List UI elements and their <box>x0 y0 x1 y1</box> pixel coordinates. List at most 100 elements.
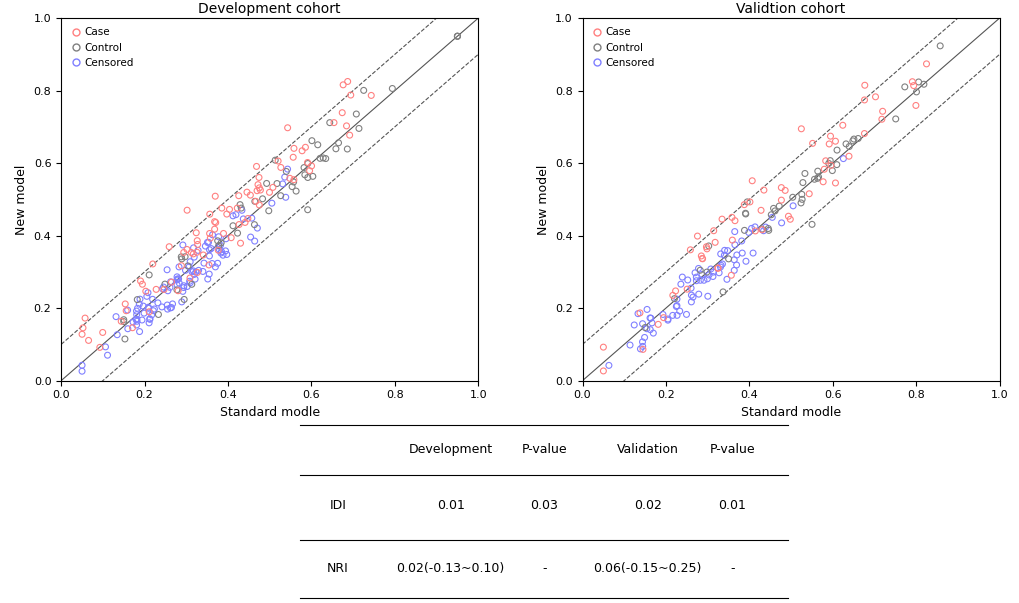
Control <box>849 134 865 144</box>
Censored <box>133 315 150 325</box>
Case <box>723 212 740 222</box>
Case <box>81 336 97 346</box>
Case <box>252 185 268 195</box>
Censored <box>704 267 720 277</box>
Censored <box>634 319 650 329</box>
Control <box>224 221 240 230</box>
Control <box>116 334 132 344</box>
Control <box>845 134 861 144</box>
Control <box>254 194 270 204</box>
Control <box>247 197 263 206</box>
Censored <box>726 265 742 275</box>
Censored <box>659 315 676 325</box>
Censored <box>683 290 699 300</box>
Control <box>176 295 193 305</box>
Censored <box>182 278 199 288</box>
Case <box>776 186 793 195</box>
Case <box>856 80 872 90</box>
Control <box>698 267 714 277</box>
Censored <box>181 276 198 286</box>
Case <box>747 226 763 236</box>
Censored <box>169 274 185 284</box>
Case <box>800 189 816 198</box>
Censored <box>162 277 178 286</box>
Censored <box>277 192 293 202</box>
Censored <box>204 230 220 239</box>
Control <box>794 178 810 188</box>
Case <box>135 279 151 289</box>
Control <box>809 166 825 176</box>
Case <box>303 161 319 171</box>
Censored <box>163 303 179 312</box>
Case <box>232 238 249 248</box>
Case <box>229 203 246 213</box>
Case <box>631 308 647 318</box>
Case <box>181 273 198 283</box>
Censored <box>201 270 217 279</box>
Case <box>132 276 149 286</box>
Censored <box>699 291 715 301</box>
Case <box>706 238 722 247</box>
Case <box>170 286 186 295</box>
Control <box>448 31 465 41</box>
Control <box>448 31 465 41</box>
Control <box>176 252 193 262</box>
Case <box>236 218 253 227</box>
Case <box>190 268 206 277</box>
Censored <box>136 308 152 318</box>
Case <box>145 259 161 269</box>
Control <box>809 174 825 183</box>
Censored <box>146 304 162 314</box>
Case <box>189 236 205 245</box>
Case <box>820 139 837 149</box>
Censored <box>688 276 704 286</box>
Case <box>221 204 237 214</box>
Censored <box>201 251 217 261</box>
Censored <box>140 302 156 312</box>
Censored <box>171 278 187 288</box>
Censored <box>654 309 671 319</box>
Censored <box>710 268 727 277</box>
Censored <box>199 238 215 247</box>
Control <box>115 317 131 326</box>
Text: 0.01: 0.01 <box>717 499 745 513</box>
Text: Development: Development <box>409 443 492 456</box>
Censored <box>684 292 700 302</box>
Control <box>887 114 903 124</box>
Censored <box>690 264 706 273</box>
Censored <box>186 274 203 284</box>
Censored <box>785 201 801 210</box>
Censored <box>700 270 716 280</box>
Case <box>694 254 710 264</box>
Text: Validation: Validation <box>616 443 678 456</box>
Censored <box>124 317 141 327</box>
Control <box>806 174 822 184</box>
Case <box>325 118 341 127</box>
Case <box>664 291 681 300</box>
Censored <box>744 248 760 258</box>
Censored <box>726 227 742 236</box>
Case <box>753 225 769 235</box>
Censored <box>757 223 773 232</box>
Censored <box>755 226 771 236</box>
Text: NRI: NRI <box>327 562 348 575</box>
Legend: Case, Control, Censored: Case, Control, Censored <box>66 24 138 72</box>
Control <box>300 159 316 168</box>
Control <box>141 270 157 280</box>
Case <box>218 209 234 219</box>
Case <box>736 200 752 209</box>
Censored <box>686 268 702 277</box>
Case <box>272 163 288 172</box>
Case <box>334 108 351 118</box>
Case <box>124 323 141 332</box>
Censored <box>743 224 759 233</box>
Case <box>709 264 726 273</box>
Censored <box>207 262 223 272</box>
Censored <box>683 283 699 293</box>
Case <box>817 156 834 166</box>
Case <box>261 188 277 197</box>
Censored <box>699 274 715 283</box>
Case <box>178 245 195 254</box>
Case <box>210 245 226 255</box>
Control <box>841 142 857 151</box>
